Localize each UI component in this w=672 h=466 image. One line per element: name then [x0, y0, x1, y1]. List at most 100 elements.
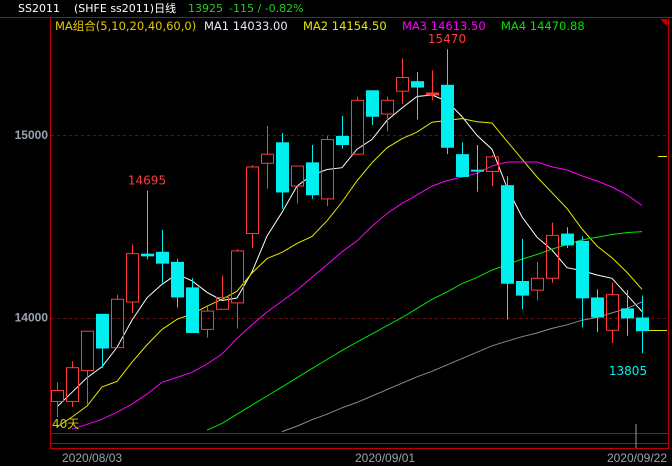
- candle: [66, 361, 79, 407]
- candle: [486, 155, 499, 187]
- y-tick-label: 14000: [15, 311, 49, 325]
- candle-body: [561, 233, 574, 246]
- candle-body: [636, 317, 649, 332]
- y-tick-label: 15000: [15, 128, 49, 142]
- ma4-value: MA4 14470.88: [501, 19, 585, 33]
- candle: [501, 176, 514, 320]
- candle-body: [336, 135, 349, 146]
- candle-body: [81, 330, 94, 371]
- candle: [366, 90, 379, 125]
- candle-body: [246, 166, 259, 235]
- candle: [51, 382, 64, 417]
- candle: [246, 165, 259, 249]
- period-label: 40天: [52, 417, 79, 431]
- candle: [201, 306, 214, 338]
- candle: [411, 72, 424, 120]
- candle-body: [201, 310, 214, 330]
- date-label: 2020/09/22: [607, 451, 667, 465]
- candle: [306, 145, 319, 199]
- candle-body: [456, 154, 469, 177]
- candle-body: [441, 84, 454, 148]
- candle: [336, 115, 349, 149]
- candle-body: [591, 297, 604, 318]
- candle: [261, 125, 274, 189]
- candle-body: [426, 92, 439, 96]
- candle-body: [321, 139, 334, 200]
- price-annotation: 15470: [428, 32, 466, 46]
- ma-line-5: [281, 301, 643, 433]
- candle-body: [516, 281, 529, 296]
- candle: [606, 282, 619, 344]
- candle-body: [96, 313, 109, 349]
- candle: [456, 142, 469, 177]
- candle: [471, 145, 484, 192]
- price-change: -115 / -0.82%: [229, 2, 304, 15]
- ma-group-label[interactable]: MA组合(5,10,20,40,60,0): [55, 19, 197, 33]
- price-annotation: 13805: [609, 364, 647, 378]
- candle-body: [381, 99, 394, 115]
- candle-body: [66, 367, 79, 402]
- candle: [156, 229, 169, 283]
- candle-body: [291, 165, 304, 187]
- candle-body: [141, 253, 154, 257]
- candle-body: [471, 169, 484, 172]
- candle: [81, 330, 94, 405]
- price-annotation: 14695: [128, 174, 166, 188]
- candle-body: [501, 185, 514, 284]
- candle: [126, 244, 139, 313]
- candle-body: [621, 308, 634, 319]
- candle: [441, 49, 454, 155]
- candle-body: [546, 234, 559, 279]
- symbol-name: (SHFE ss2011)日线: [74, 2, 177, 15]
- candle: [291, 165, 304, 204]
- candle: [516, 239, 529, 310]
- candle-body: [51, 390, 64, 402]
- ma-line-2: [56, 118, 643, 428]
- ma2-value: MA2 14154.50: [303, 19, 387, 33]
- ma-line-3: [71, 161, 643, 430]
- candle-body: [231, 250, 244, 304]
- candle: [396, 58, 409, 104]
- candle: [621, 290, 634, 336]
- candle-body: [351, 99, 364, 155]
- candle-body: [156, 251, 169, 264]
- chart-frame: [0, 17, 672, 449]
- candle-body: [486, 156, 499, 172]
- candle-body: [216, 296, 229, 310]
- candle: [276, 133, 289, 209]
- candle: [561, 227, 574, 249]
- ma1-value: MA1 14033.00: [204, 19, 288, 33]
- candle: [231, 249, 244, 329]
- candle-body: [576, 240, 589, 299]
- candle: [351, 96, 364, 155]
- title-bar: SS2011 (SHFE ss2011)日线 13925 -115 / -0.8…: [0, 0, 672, 17]
- symbol-code: SS2011: [18, 2, 60, 15]
- candle: [426, 70, 439, 101]
- candle: [171, 259, 184, 308]
- candle: [546, 222, 559, 283]
- date-label: 2020/09/01: [355, 451, 415, 465]
- candle: [321, 135, 334, 207]
- candle: [591, 289, 604, 333]
- candle: [141, 190, 154, 260]
- candle: [96, 313, 109, 368]
- candle-body: [366, 90, 379, 117]
- candle-body: [276, 142, 289, 193]
- date-label: 2020/08/03: [62, 451, 122, 465]
- ma3-value: MA3 14613.50: [402, 19, 486, 33]
- ma-line-1: [56, 94, 643, 408]
- candle: [531, 261, 544, 301]
- candle-body: [186, 287, 199, 334]
- candle-body: [531, 277, 544, 291]
- candle-body: [126, 253, 139, 303]
- candle: [111, 294, 124, 349]
- candle: [381, 96, 394, 132]
- candle: [636, 295, 649, 354]
- candle: [576, 236, 589, 328]
- candle-body: [606, 294, 619, 331]
- candle-body: [306, 162, 319, 196]
- candle-body: [411, 81, 424, 88]
- last-price: 13925: [188, 2, 223, 15]
- candle: [186, 278, 199, 334]
